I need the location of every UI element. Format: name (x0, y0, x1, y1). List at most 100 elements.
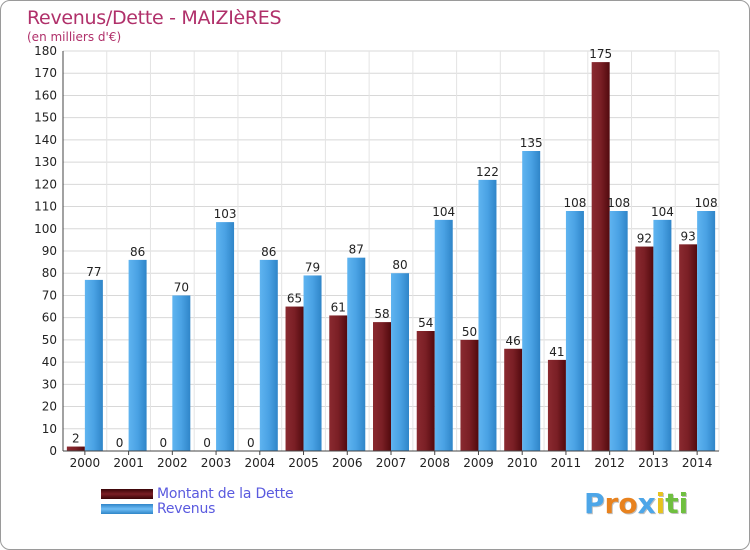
legend: Montant de la Dette Revenus (101, 485, 294, 517)
bar-revenus (303, 275, 322, 451)
legend-label-revenus: Revenus (157, 500, 216, 517)
y-tick-label: 120 (34, 177, 57, 191)
value-label-dette: 175 (589, 47, 612, 61)
x-tick-label: 2013 (638, 456, 669, 470)
x-tick-label: 2008 (419, 456, 450, 470)
bar-revenus (522, 151, 541, 451)
bar-revenus (653, 219, 672, 451)
chart-title: Revenus/Dette - MAIZIèRES (27, 7, 282, 29)
value-label-revenus: 108 (607, 196, 630, 210)
value-labels: 2 77 0 86 0 70 0 103 0 86 65 79 61 87 58 80 54 104 50 122 46… (72, 47, 718, 450)
bar-dette (547, 359, 566, 451)
value-label-dette: 93 (680, 229, 695, 243)
bar-dette (504, 348, 523, 451)
value-label-dette: 0 (247, 436, 255, 450)
bar-revenus (259, 259, 278, 451)
bar-dette (66, 446, 85, 451)
bar-revenus (478, 179, 497, 451)
value-label-dette: 0 (203, 436, 211, 450)
value-label-dette: 54 (418, 316, 433, 330)
value-label-dette: 61 (331, 300, 346, 314)
y-tick-label: 180 (34, 44, 57, 58)
y-tick-label: 50 (42, 333, 57, 347)
logo-letter: x (637, 487, 656, 520)
value-label-revenus: 103 (214, 207, 237, 221)
logo-letter: o (618, 487, 638, 520)
value-label-dette: 58 (374, 307, 389, 321)
legend-label-dette: Montant de la Dette (157, 485, 294, 502)
proxiti-logo: Proxiti (584, 487, 688, 520)
y-axis: 0 10 20 30 40 50 60 70 80 90 100 110 120 130 140 150 160… (34, 44, 64, 458)
y-tick-label: 140 (34, 133, 57, 147)
bar-revenus (565, 211, 584, 451)
value-label-revenus: 108 (695, 196, 718, 210)
bar-dette (635, 246, 654, 451)
value-label-revenus: 104 (432, 205, 455, 219)
y-tick-label: 80 (42, 266, 57, 280)
bar-revenus (391, 273, 409, 451)
y-tick-label: 0 (49, 444, 57, 458)
x-axis: 2000 2001 2002 2003 2004 2005 2006 2007 2008 2009… (63, 450, 719, 470)
bar-revenus (434, 219, 453, 451)
value-label-revenus: 122 (476, 165, 499, 179)
value-label-dette: 50 (462, 325, 477, 339)
y-tick-label: 170 (34, 66, 57, 80)
x-tick-label: 2014 (682, 456, 713, 470)
logo-letter: P (584, 487, 605, 520)
bar-dette (679, 244, 698, 451)
y-tick-label: 130 (34, 155, 57, 169)
y-tick-label: 70 (42, 288, 57, 302)
chart-subtitle: (en milliers d'€) (27, 30, 122, 44)
x-tick-label: 2002 (157, 456, 188, 470)
bar-dette (416, 331, 435, 451)
bar-revenus (697, 211, 716, 451)
value-label-dette: 92 (637, 232, 652, 246)
value-label-revenus: 108 (563, 196, 586, 210)
bar-revenus (347, 257, 366, 451)
legend-swatch-revenus (101, 503, 153, 514)
bar-revenus (172, 295, 191, 451)
bar-dette (591, 62, 610, 451)
y-tick-label: 20 (42, 400, 57, 414)
bars (66, 62, 716, 451)
value-label-revenus: 135 (520, 136, 543, 150)
bar-dette (373, 322, 391, 451)
x-tick-label: 2009 (463, 456, 494, 470)
value-label-dette: 2 (72, 432, 80, 446)
value-label-revenus: 79 (305, 260, 320, 274)
logo-letter: i (655, 487, 666, 520)
y-tick-label: 90 (42, 244, 57, 258)
x-tick-label: 2005 (288, 456, 319, 470)
value-label-dette: 46 (506, 334, 521, 348)
y-tick-label: 10 (42, 422, 57, 436)
x-tick-label: 2004 (245, 456, 276, 470)
legend-swatch-dette (101, 488, 153, 499)
x-tick-label: 2010 (507, 456, 538, 470)
x-tick-label: 2003 (201, 456, 232, 470)
legend-item-dette: Montant de la Dette (101, 485, 294, 502)
y-tick-label: 110 (34, 200, 57, 214)
x-tick-label: 2011 (551, 456, 582, 470)
value-label-revenus: 86 (130, 245, 145, 259)
x-tick-label: 2000 (70, 456, 101, 470)
value-label-revenus: 70 (174, 280, 189, 294)
y-tick-label: 150 (34, 111, 57, 125)
y-tick-label: 60 (42, 311, 57, 325)
x-tick-label: 2001 (113, 456, 144, 470)
y-tick-label: 100 (34, 222, 57, 236)
value-label-revenus: 80 (392, 258, 407, 272)
value-label-revenus: 104 (651, 205, 674, 219)
x-tick-label: 2006 (332, 456, 363, 470)
legend-item-revenus: Revenus (101, 500, 293, 517)
value-label-dette: 0 (160, 436, 168, 450)
logo-letter: i (678, 487, 689, 520)
y-tick-label: 30 (42, 377, 57, 391)
value-label-revenus: 77 (86, 265, 101, 279)
bar-dette (329, 315, 348, 451)
logo-letter: r (604, 487, 619, 520)
bar-dette (460, 339, 479, 451)
bar-dette (285, 306, 304, 451)
value-label-revenus: 86 (261, 245, 276, 259)
value-label-dette: 0 (116, 436, 124, 450)
